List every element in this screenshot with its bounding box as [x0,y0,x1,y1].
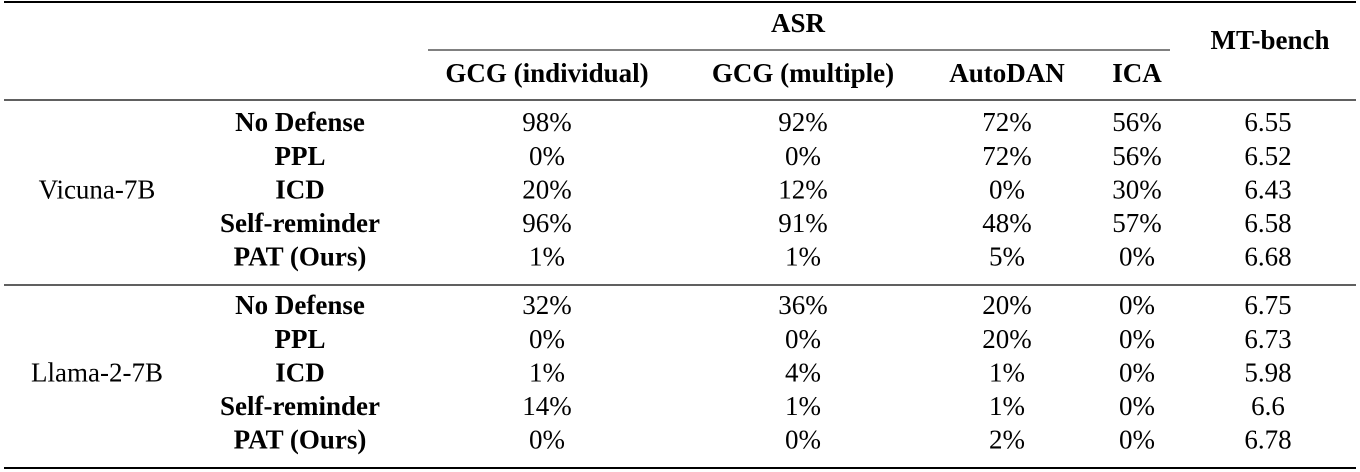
column-header: GCG (multiple) [712,58,894,88]
asr-cell: 96% [522,208,572,238]
mt-bench-cell: 5.98 [1244,357,1291,387]
method-name: Self-reminder [220,391,380,421]
asr-cell: 1% [989,357,1025,387]
asr-cell: 92% [778,107,828,137]
asr-cell: 0% [785,425,821,455]
asr-cell: 0% [1119,290,1155,320]
asr-cell: 20% [522,174,572,204]
asr-cell: 20% [982,290,1032,320]
asr-cell: 91% [778,208,828,238]
asr-cell: 1% [785,242,821,272]
method-name: No Defense [235,290,365,320]
asr-cell: 0% [1119,391,1155,421]
asr-cell: 98% [522,107,572,137]
asr-cell: 12% [778,174,828,204]
method-name: PAT (Ours) [234,242,367,272]
asr-cell: 57% [1112,208,1162,238]
asr-cell: 0% [785,324,821,354]
asr-cell: 1% [529,357,565,387]
asr-cell: 56% [1112,107,1162,137]
asr-cell: 36% [778,290,828,320]
method-name: PAT (Ours) [234,425,367,455]
asr-cell: 72% [982,107,1032,137]
asr-cell: 14% [522,391,572,421]
method-name: PPL [275,324,326,354]
mt-bench-cell: 6.78 [1244,425,1291,455]
mt-bench-cell: 6.52 [1244,141,1291,171]
mt-bench-cell: 6.6 [1251,391,1285,421]
model-name: Vicuna-7B [39,174,156,204]
asr-cell: 30% [1112,174,1162,204]
model-name: Llama-2-7B [31,357,163,387]
asr-cell: 2% [989,425,1025,455]
asr-cell: 32% [522,290,572,320]
asr-cell: 0% [785,141,821,171]
asr-cell: 56% [1112,141,1162,171]
asr-cell: 5% [989,242,1025,272]
mt-bench-cell: 6.55 [1244,107,1291,137]
mt-bench-cell: 6.73 [1244,324,1291,354]
asr-cell: 0% [1119,242,1155,272]
asr-cell: 1% [785,391,821,421]
asr-cell: 20% [982,324,1032,354]
method-name: ICD [275,174,325,204]
asr-cell: 48% [982,208,1032,238]
mt-bench-cell: 6.58 [1244,208,1291,238]
mt-bench-cell: 6.75 [1244,290,1291,320]
asr-cell: 0% [529,141,565,171]
asr-cell: 0% [529,324,565,354]
asr-cell: 1% [529,242,565,272]
mt-bench-cell: 6.68 [1244,242,1291,272]
column-header: ICA [1112,58,1162,88]
method-name: ICD [275,357,325,387]
column-header: GCG (individual) [445,58,648,88]
method-name: PPL [275,141,326,171]
mt-bench-header: MT-bench [1210,25,1329,55]
asr-cell: 4% [785,357,821,387]
asr-cell: 0% [989,174,1025,204]
asr-cell: 0% [1119,357,1155,387]
asr-cell: 72% [982,141,1032,171]
asr-header: ASR [771,8,826,38]
mt-bench-cell: 6.43 [1244,174,1291,204]
asr-cell: 0% [529,425,565,455]
method-name: Self-reminder [220,208,380,238]
column-header: AutoDAN [949,58,1065,88]
asr-cell: 0% [1119,425,1155,455]
method-name: No Defense [235,107,365,137]
asr-cell: 1% [989,391,1025,421]
asr-cell: 0% [1119,324,1155,354]
